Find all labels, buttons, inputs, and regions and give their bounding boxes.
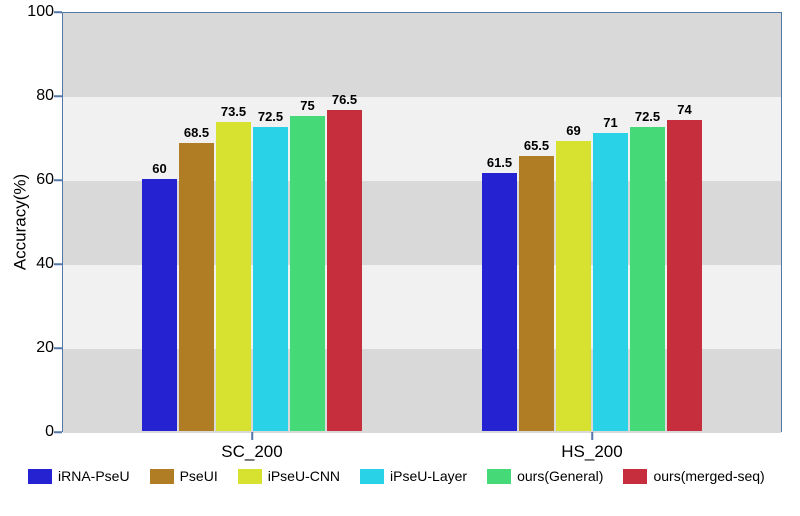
bar: 72.5 [630,127,665,432]
bar-value-label: 65.5 [519,138,554,156]
x-tick-mark [591,432,593,440]
y-tick-mark [54,11,62,13]
plot-area: 6068.573.572.57576.561.565.5697172.574 [62,12,782,432]
legend-swatch [28,469,52,484]
bar: 73.5 [216,122,251,431]
legend: iRNA-PseU PseUI iPseU-CNN iPseU-Layer ours(G… [28,464,788,512]
bar-value-label: 71 [593,115,628,133]
legend-item: PseUI [150,468,218,484]
bar: 76.5 [327,110,362,431]
legend-label: iPseU-Layer [390,468,467,484]
legend-swatch [150,469,174,484]
y-tick-label: 20 [36,339,54,357]
bar-value-label: 61.5 [482,155,517,173]
legend-item: iRNA-PseU [28,468,130,484]
bar: 60 [142,179,177,431]
y-tick-mark [54,179,62,181]
bar: 69 [556,141,591,431]
y-tick-mark [54,347,62,349]
bar-value-label: 74 [667,102,702,120]
y-tick-label: 80 [36,87,54,105]
legend-swatch [360,469,384,484]
x-axis: SC_200 HS_200 [62,432,782,460]
bar: 71 [593,133,628,431]
x-tick-label: SC_200 [221,442,282,462]
bar-value-label: 76.5 [327,92,362,110]
legend-swatch [238,469,262,484]
legend-swatch [487,469,511,484]
bar-value-label: 69 [556,123,591,141]
bar-value-label: 72.5 [630,109,665,127]
bar-value-label: 73.5 [216,104,251,122]
bar: 68.5 [179,143,214,431]
bar: 72.5 [253,127,288,432]
y-tick-label: 60 [36,171,54,189]
legend-item: iPseU-CNN [238,468,340,484]
bars-layer: 6068.573.572.57576.561.565.5697172.574 [63,13,781,431]
legend-item: ours(General) [487,468,603,484]
bar: 75 [290,116,325,431]
bar: 61.5 [482,173,517,431]
y-axis-label: Accuracy(%) [10,174,30,270]
y-tick-label: 40 [36,255,54,273]
bar-value-label: 60 [142,161,177,179]
bar-value-label: 68.5 [179,125,214,143]
y-tick-mark [54,263,62,265]
legend-swatch [623,469,647,484]
bar-value-label: 75 [290,98,325,116]
chart-container: Accuracy(%) 020406080100 6068.573.572.57… [0,0,800,516]
legend-item: iPseU-Layer [360,468,467,484]
y-axis: Accuracy(%) 020406080100 [0,12,62,432]
legend-label: PseUI [180,468,218,484]
y-tick-label: 100 [27,3,54,21]
x-tick-label: HS_200 [561,442,622,462]
y-tick-label: 0 [45,423,54,441]
legend-label: ours(General) [517,468,603,484]
bar: 65.5 [519,156,554,431]
bar: 74 [667,120,702,431]
y-tick-mark [54,95,62,97]
legend-label: ours(merged-seq) [653,468,764,484]
x-tick-mark [251,432,253,440]
y-tick-mark [54,431,62,433]
legend-item: ours(merged-seq) [623,468,764,484]
bar-value-label: 72.5 [253,109,288,127]
legend-label: iPseU-CNN [268,468,340,484]
legend-label: iRNA-PseU [58,468,130,484]
